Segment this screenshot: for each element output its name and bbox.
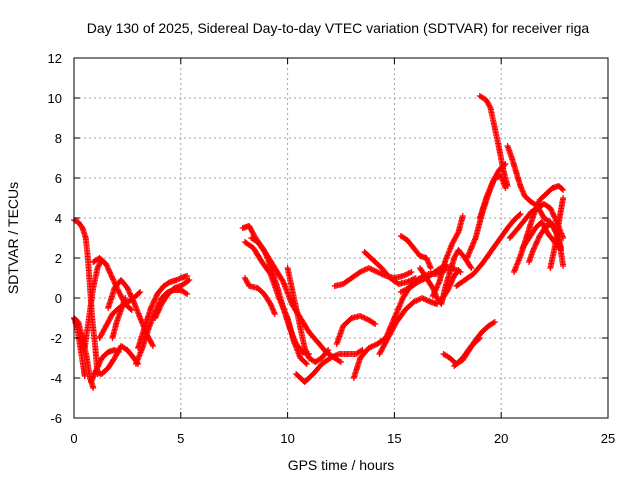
data-arc-arc-41 xyxy=(547,195,567,271)
data-arc-arc-29 xyxy=(438,267,462,303)
x-tick-label: 25 xyxy=(601,431,615,446)
data-arc-arc-31 xyxy=(451,335,483,369)
axis-ticks: 0 5 10 15 20 25 -6 -4 -2 0 2 4 6 8 10 12 xyxy=(48,51,616,446)
data-arc-arc-30 xyxy=(440,319,498,367)
y-tick-label: 12 xyxy=(48,51,62,66)
data-arc-arc-33 xyxy=(464,173,509,261)
y-tick-label: 4 xyxy=(55,211,62,226)
y-tick-label: 10 xyxy=(48,91,62,106)
y-tick-label: 6 xyxy=(55,171,62,186)
data-arc-arc-13 xyxy=(152,277,193,321)
data-arc-arc-4 xyxy=(81,257,105,351)
x-tick-label: 0 xyxy=(70,431,77,446)
x-tick-label: 10 xyxy=(280,431,294,446)
data-arc-arc-20 xyxy=(333,313,379,347)
x-tick-label: 15 xyxy=(387,431,401,446)
data-arc-arc-19 xyxy=(293,347,366,385)
y-tick-label: -4 xyxy=(50,371,62,386)
y-tick-label: 0 xyxy=(55,291,62,306)
y-tick-label: -2 xyxy=(50,331,62,346)
plot-frame xyxy=(73,57,609,419)
data-arc-arc-25 xyxy=(361,249,419,287)
data-arc-arc-28 xyxy=(429,213,466,299)
data-arc-arc-40 xyxy=(526,221,567,269)
x-tick-label: 20 xyxy=(494,431,508,446)
data-arc-arc-26 xyxy=(397,233,434,271)
y-tick-label: 2 xyxy=(55,251,62,266)
data-arc-arc-32 xyxy=(453,211,524,289)
chart-title: Day 130 of 2025, Sidereal Day-to-day VTE… xyxy=(87,20,590,36)
data-arc-arc-35 xyxy=(476,93,511,189)
data-arc-arc-23 xyxy=(376,295,441,357)
x-tick-label: 5 xyxy=(177,431,184,446)
data-arc-arc-11 xyxy=(135,273,191,351)
data-arc-arc-17 xyxy=(241,275,278,317)
y-axis-label: SDTVAR / TECUs xyxy=(5,182,21,294)
y-tick-label: -6 xyxy=(50,411,62,426)
data-arc-arc-15 xyxy=(241,239,310,367)
data-arc-arc-7 xyxy=(92,343,142,377)
x-axis-label: GPS time / hours xyxy=(288,457,395,473)
data-arc-arc-18 xyxy=(284,265,332,365)
y-tick-label: 8 xyxy=(55,131,62,146)
data-arc-arc-10 xyxy=(109,295,129,341)
